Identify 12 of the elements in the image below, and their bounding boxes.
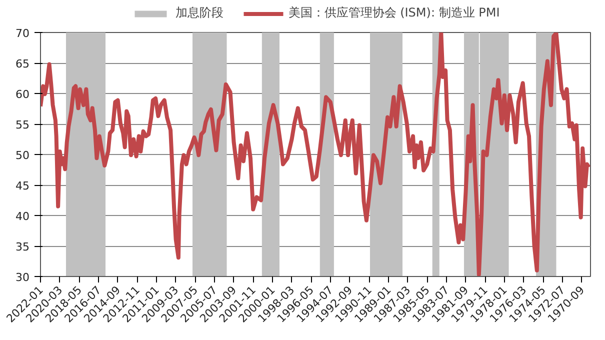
y-tick-label: 35	[16, 240, 30, 254]
legend-label: 美国：供应管理协会 (ISM): 制造业 PMI	[288, 4, 500, 22]
y-tick-label: 55	[16, 118, 30, 132]
y-tick-label: 50	[16, 149, 30, 162]
y-tick-label: 70	[16, 27, 30, 40]
legend-label: 加息阶段	[175, 4, 224, 22]
y-tick-label: 40	[16, 210, 30, 223]
line-series	[40, 32, 590, 276]
y-tick-label: 65	[16, 58, 30, 70]
y-tick-label: 45	[16, 180, 30, 192]
y-tick-label: 30	[16, 271, 30, 284]
y-tick-label: 60	[16, 88, 30, 101]
